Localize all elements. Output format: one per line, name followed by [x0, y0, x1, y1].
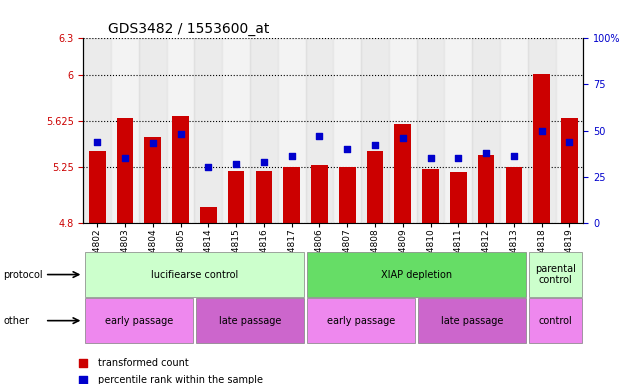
Point: [147, 141, 158, 147]
Bar: [417, 38, 444, 223]
Bar: [222, 38, 250, 223]
Bar: [500, 38, 528, 223]
Bar: [339, 167, 356, 223]
Point: [342, 146, 353, 152]
Bar: [367, 151, 383, 223]
Point: [120, 155, 130, 161]
Bar: [228, 171, 244, 223]
Bar: [250, 38, 278, 223]
Point: [453, 155, 463, 161]
Text: XIAP depletion: XIAP depletion: [381, 270, 452, 280]
Bar: [394, 124, 411, 223]
Point: [231, 161, 241, 167]
Text: parental
control: parental control: [535, 264, 576, 285]
Point: [259, 159, 269, 165]
Bar: [117, 118, 133, 223]
Bar: [311, 165, 328, 223]
Point: [328, 208, 338, 214]
Point: [426, 155, 436, 161]
Point: [314, 133, 324, 139]
Point: [564, 139, 574, 145]
FancyBboxPatch shape: [85, 252, 304, 297]
Bar: [89, 151, 106, 223]
Point: [397, 135, 408, 141]
Bar: [167, 38, 194, 223]
FancyBboxPatch shape: [196, 298, 304, 343]
Text: GDS3482 / 1553600_at: GDS3482 / 1553600_at: [108, 22, 270, 36]
Point: [176, 131, 186, 137]
Bar: [306, 38, 333, 223]
Point: [509, 153, 519, 159]
Text: control: control: [538, 316, 572, 326]
Bar: [444, 38, 472, 223]
Bar: [144, 137, 161, 223]
Text: protocol: protocol: [3, 270, 43, 280]
Bar: [333, 38, 361, 223]
Bar: [361, 38, 389, 223]
Bar: [528, 38, 556, 223]
Bar: [256, 171, 272, 223]
Bar: [139, 38, 167, 223]
Text: transformed count: transformed count: [98, 358, 189, 368]
Bar: [422, 169, 439, 223]
Bar: [200, 207, 217, 223]
Bar: [478, 155, 494, 223]
Bar: [561, 118, 578, 223]
FancyBboxPatch shape: [418, 298, 526, 343]
Bar: [389, 38, 417, 223]
Bar: [194, 38, 222, 223]
Bar: [278, 38, 306, 223]
Text: late passage: late passage: [219, 316, 281, 326]
Text: other: other: [3, 316, 29, 326]
Point: [481, 150, 491, 156]
FancyBboxPatch shape: [529, 298, 582, 343]
Bar: [472, 38, 500, 223]
FancyBboxPatch shape: [307, 252, 526, 297]
Point: [92, 139, 103, 145]
Bar: [172, 116, 189, 223]
FancyBboxPatch shape: [529, 252, 582, 297]
Text: late passage: late passage: [441, 316, 503, 326]
FancyBboxPatch shape: [307, 298, 415, 343]
Text: lucifiearse control: lucifiearse control: [151, 270, 238, 280]
Point: [370, 142, 380, 148]
Bar: [83, 38, 111, 223]
Bar: [111, 38, 139, 223]
Bar: [533, 74, 550, 223]
Bar: [283, 167, 300, 223]
Bar: [556, 38, 583, 223]
Point: [287, 153, 297, 159]
Bar: [506, 167, 522, 223]
Text: early passage: early passage: [327, 316, 395, 326]
Bar: [450, 172, 467, 223]
Point: [203, 164, 213, 170]
FancyBboxPatch shape: [85, 298, 193, 343]
Text: early passage: early passage: [104, 316, 173, 326]
Text: percentile rank within the sample: percentile rank within the sample: [98, 375, 263, 384]
Point: [537, 127, 547, 134]
Point: [328, 362, 338, 368]
